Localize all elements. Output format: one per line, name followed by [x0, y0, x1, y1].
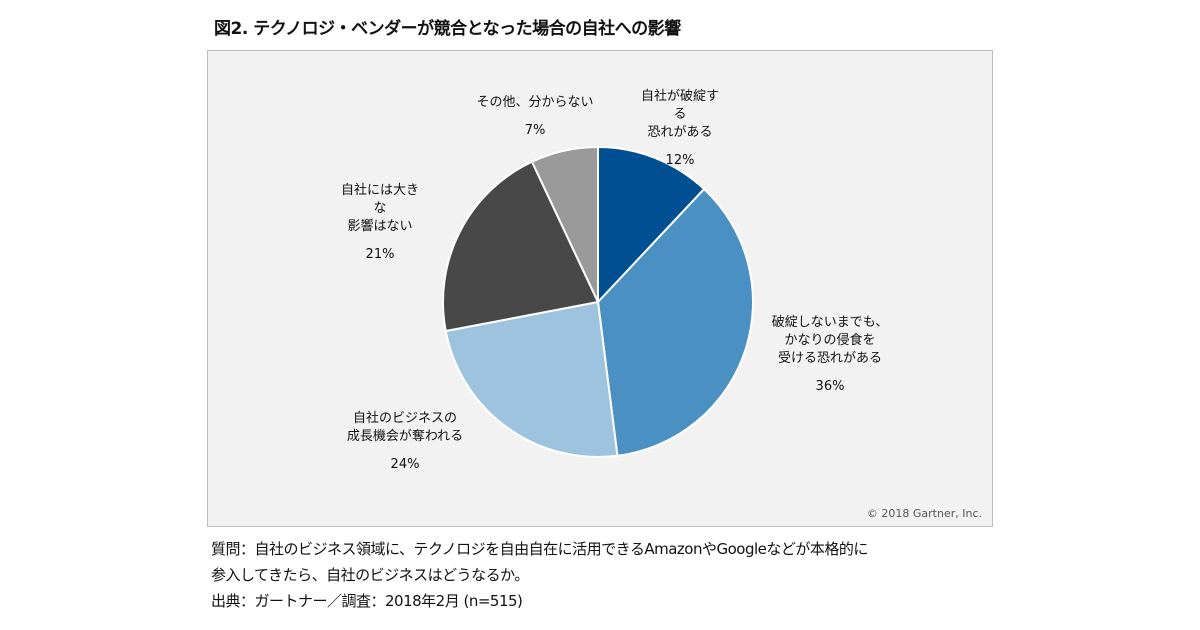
label-slice-2: 自社のビジネスの 成長機会が奪われる 24% — [340, 410, 470, 474]
slice-pct-2: 24% — [390, 457, 420, 472]
slice-pct-1: 36% — [815, 379, 845, 394]
slice-label-3: 自社には大きな 影響はない — [340, 183, 419, 234]
pie-slice-3 — [442, 160, 600, 333]
label-slice-3: 自社には大きな 影響はない 21% — [325, 182, 435, 264]
label-slice-0: 自社が破綻する 恐れがある 12% — [620, 88, 740, 170]
pie-slice-1 — [596, 187, 754, 457]
slice-label-2: 自社のビジネスの 成長機会が奪われる — [346, 411, 464, 444]
pie-slice-4 — [530, 145, 599, 303]
slice-pct-4: 7% — [524, 123, 546, 138]
slice-pct-0: 12% — [665, 153, 695, 168]
source-line: 出典：ガートナー／調査：2018年2月 (n=515) — [211, 592, 523, 610]
slice-label-0: 自社が破綻する 恐れがある — [640, 89, 719, 140]
question-line-1: 質問：自社のビジネス領域に、テクノロジを自由自在に活用できるAmazonやGoo… — [211, 540, 868, 558]
pie-slice-0 — [597, 145, 706, 305]
question-line-2: 参入してきたら、自社のビジネスはどうなるか。 — [211, 566, 529, 584]
slice-label-4: その他、分からない — [476, 95, 594, 110]
slice-label-1: 破綻しないまでも、 かなりの侵食を 受ける恐れがある — [771, 315, 889, 366]
slice-pct-3: 21% — [365, 247, 395, 262]
chart-title: 図2. テクノロジ・ベンダーが競合となった場合の自社への影響 — [214, 19, 681, 39]
pie-slice-2 — [444, 300, 619, 458]
label-slice-4: その他、分からない 7% — [460, 94, 610, 140]
label-slice-1: 破綻しないまでも、 かなりの侵食を 受ける恐れがある 36% — [760, 314, 900, 396]
copyright: © 2018 Gartner, Inc. — [866, 507, 982, 520]
